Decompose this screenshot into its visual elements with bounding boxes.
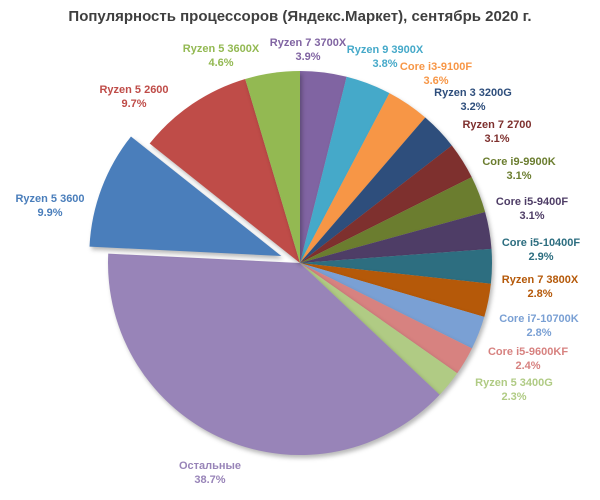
slice-label-name: Core i7-10700K xyxy=(499,313,579,325)
slice-label-core-i9-9900k: Core i9-9900K 3.1% xyxy=(482,155,555,183)
slice-label-ryzen-7-3800x: Ryzen 7 3800X 2.8% xyxy=(502,273,578,301)
slice-label-ryzen-5-3400g: Ryzen 5 3400G 2.3% xyxy=(475,376,553,404)
slice-label-ryzen-3-3200g: Ryzen 3 3200G 3.2% xyxy=(434,86,512,114)
pie-slice-ryzen-5-3600x xyxy=(245,71,300,263)
slice-label-percent: 2.8% xyxy=(527,288,553,300)
slice-label-ryzen-5-3600: Ryzen 5 3600 9.9% xyxy=(15,192,84,220)
pie-slice-ryzen-9-3900x xyxy=(300,76,390,263)
slice-label-name: Ryzen 5 2600 xyxy=(99,84,169,96)
slice-label-core-i5-10400f: Core i5-10400F 2.9% xyxy=(502,236,580,264)
slice-label-name: Core i5-9600KF xyxy=(487,346,569,358)
pie-slice-core-i5-10400f xyxy=(300,248,493,284)
slice-label-percent: 2.8% xyxy=(526,327,552,339)
slice-label-name: Ryzen 5 3600X xyxy=(182,43,260,55)
pie-slice-ryzen-7-3700x xyxy=(300,71,347,263)
slice-label-core-i5-9600kf: Core i5-9600KF 2.4% xyxy=(488,345,568,373)
slice-label-name: Core i3-9100F xyxy=(399,61,473,73)
slice-label-core-i7-10700k: Core i7-10700K 2.8% xyxy=(499,312,579,340)
slice-label-name: Ryzen 7 2700 xyxy=(462,119,532,131)
pie-slice-ryzen-7-3800x xyxy=(300,263,491,317)
slice-label-ryzen-7-3700x: Ryzen 7 3700X 3.9% xyxy=(270,36,346,64)
slice-label-core-i5-9400f: Core i5-9400F 3.1% xyxy=(496,195,568,223)
pie-slice-ryzen-5-2600 xyxy=(149,78,300,263)
pie-slice-остальные xyxy=(108,253,440,456)
pie-slice-ryzen-3-3200g xyxy=(300,117,452,263)
slice-label-name: Ryzen 7 3700X xyxy=(269,37,347,49)
slice-label-ryzen-5-3600x: Ryzen 5 3600X 4.6% xyxy=(183,42,259,70)
slice-label-percent: 38.7% xyxy=(194,474,226,486)
slice-label-core-i3-9100f: Core i3-9100F 3.6% xyxy=(400,60,472,88)
slice-label-ryzen-7-2700: Ryzen 7 2700 3.1% xyxy=(462,118,531,146)
slice-label-name: Ryzen 7 3800X xyxy=(501,274,579,286)
pie-slice-core-i3-9100f xyxy=(300,93,426,263)
slice-label-ryzen-5-2600: Ryzen 5 2600 9.7% xyxy=(99,83,168,111)
pie-slice-ryzen-5-3600 xyxy=(89,136,282,256)
slice-label-name: Остальные xyxy=(178,460,242,472)
slice-label-name: Core i5-10400F xyxy=(501,237,581,249)
slice-label-name: Ryzen 9 3900X xyxy=(346,44,424,56)
slice-label-name: Core i5-9400F xyxy=(495,196,569,208)
slice-label-percent: 9.9% xyxy=(37,207,63,219)
slice-label-percent: 3.6% xyxy=(423,75,449,87)
slice-label-percent: 9.7% xyxy=(121,98,147,110)
slice-label-name: Ryzen 3 3200G xyxy=(434,87,512,99)
pie-slice-core-i5-9400f xyxy=(300,212,492,263)
slice-label-percent: 4.6% xyxy=(208,57,234,69)
slice-label-name: Ryzen 5 3400G xyxy=(475,377,553,389)
slice-label-percent: 3.2% xyxy=(460,101,486,113)
slice-label-percent: 3.1% xyxy=(519,210,545,222)
slice-label-percent: 2.3% xyxy=(501,391,527,403)
slice-label-percent: 2.4% xyxy=(515,360,541,372)
pie-slice-ryzen-7-2700 xyxy=(300,145,472,263)
slice-label-percent: 3.9% xyxy=(295,51,321,63)
pie-slice-core-i9-9900k xyxy=(300,177,486,263)
slice-label-percent: 2.9% xyxy=(528,251,554,263)
slice-label-percent: 3.8% xyxy=(372,58,398,70)
pie-slice-ryzen-5-3400g xyxy=(300,263,458,395)
pie-slice-core-i5-9600kf xyxy=(300,263,472,374)
slice-label-percent: 3.1% xyxy=(506,170,532,182)
pie-slice-core-i7-10700k xyxy=(300,263,485,349)
slice-label-ryzen-9-3900x: Ryzen 9 3900X 3.8% xyxy=(347,43,423,71)
slice-label-name: Ryzen 5 3600 xyxy=(15,193,85,205)
slice-label-name: Core i9-9900K xyxy=(482,156,556,168)
slice-label-остальные: Остальные 38.7% xyxy=(179,459,241,487)
chart-title: Популярность процессоров (Яндекс.Маркет)… xyxy=(68,8,532,25)
slice-label-percent: 3.1% xyxy=(484,133,510,145)
